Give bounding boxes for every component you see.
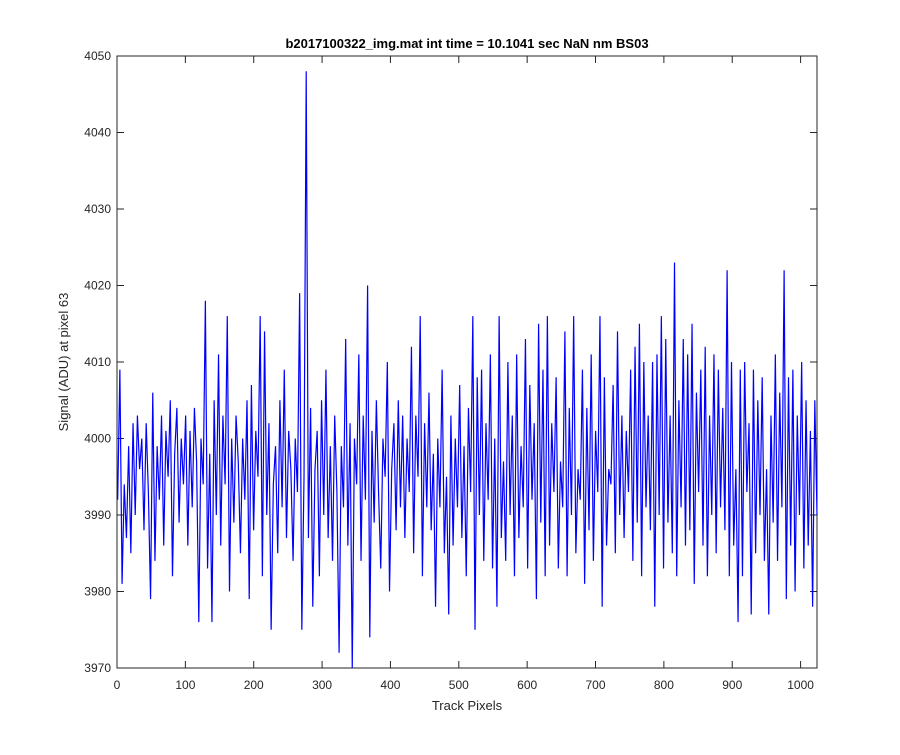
y-tick-labels: 3970 3980 3990 4000 4010 4020 4030 4040 4050 — [84, 49, 111, 675]
x-tick-labels: 0 100 200 300 400 500 600 700 800 900 1000 — [114, 678, 815, 692]
x-axis-label: Track Pixels — [432, 698, 503, 713]
y-tick-label: 3990 — [84, 508, 111, 522]
y-tick-label: 4040 — [84, 126, 111, 140]
x-tick-label: 200 — [244, 678, 264, 692]
y-tick-label: 4050 — [84, 49, 111, 63]
x-tick-label: 300 — [312, 678, 332, 692]
y-axis-label: Signal (ADU) at pixel 63 — [56, 293, 71, 432]
y-tick-label: 4000 — [84, 432, 111, 446]
y-tick-label: 4030 — [84, 202, 111, 216]
chart-title: b2017100322_img.mat int time = 10.1041 s… — [285, 36, 648, 51]
x-tick-label: 500 — [449, 678, 469, 692]
x-tick-label: 400 — [380, 678, 400, 692]
x-tick-label: 600 — [517, 678, 537, 692]
x-tick-label: 100 — [175, 678, 195, 692]
plot-area — [117, 56, 817, 668]
x-tick-label: 1000 — [787, 678, 814, 692]
x-tick-label: 800 — [654, 678, 674, 692]
x-tick-label: 700 — [586, 678, 606, 692]
x-tick-label: 0 — [114, 678, 121, 692]
y-tick-label: 3970 — [84, 661, 111, 675]
y-tick-label: 3980 — [84, 585, 111, 599]
y-tick-label: 4020 — [84, 279, 111, 293]
y-tick-label: 4010 — [84, 355, 111, 369]
x-tick-label: 900 — [722, 678, 742, 692]
